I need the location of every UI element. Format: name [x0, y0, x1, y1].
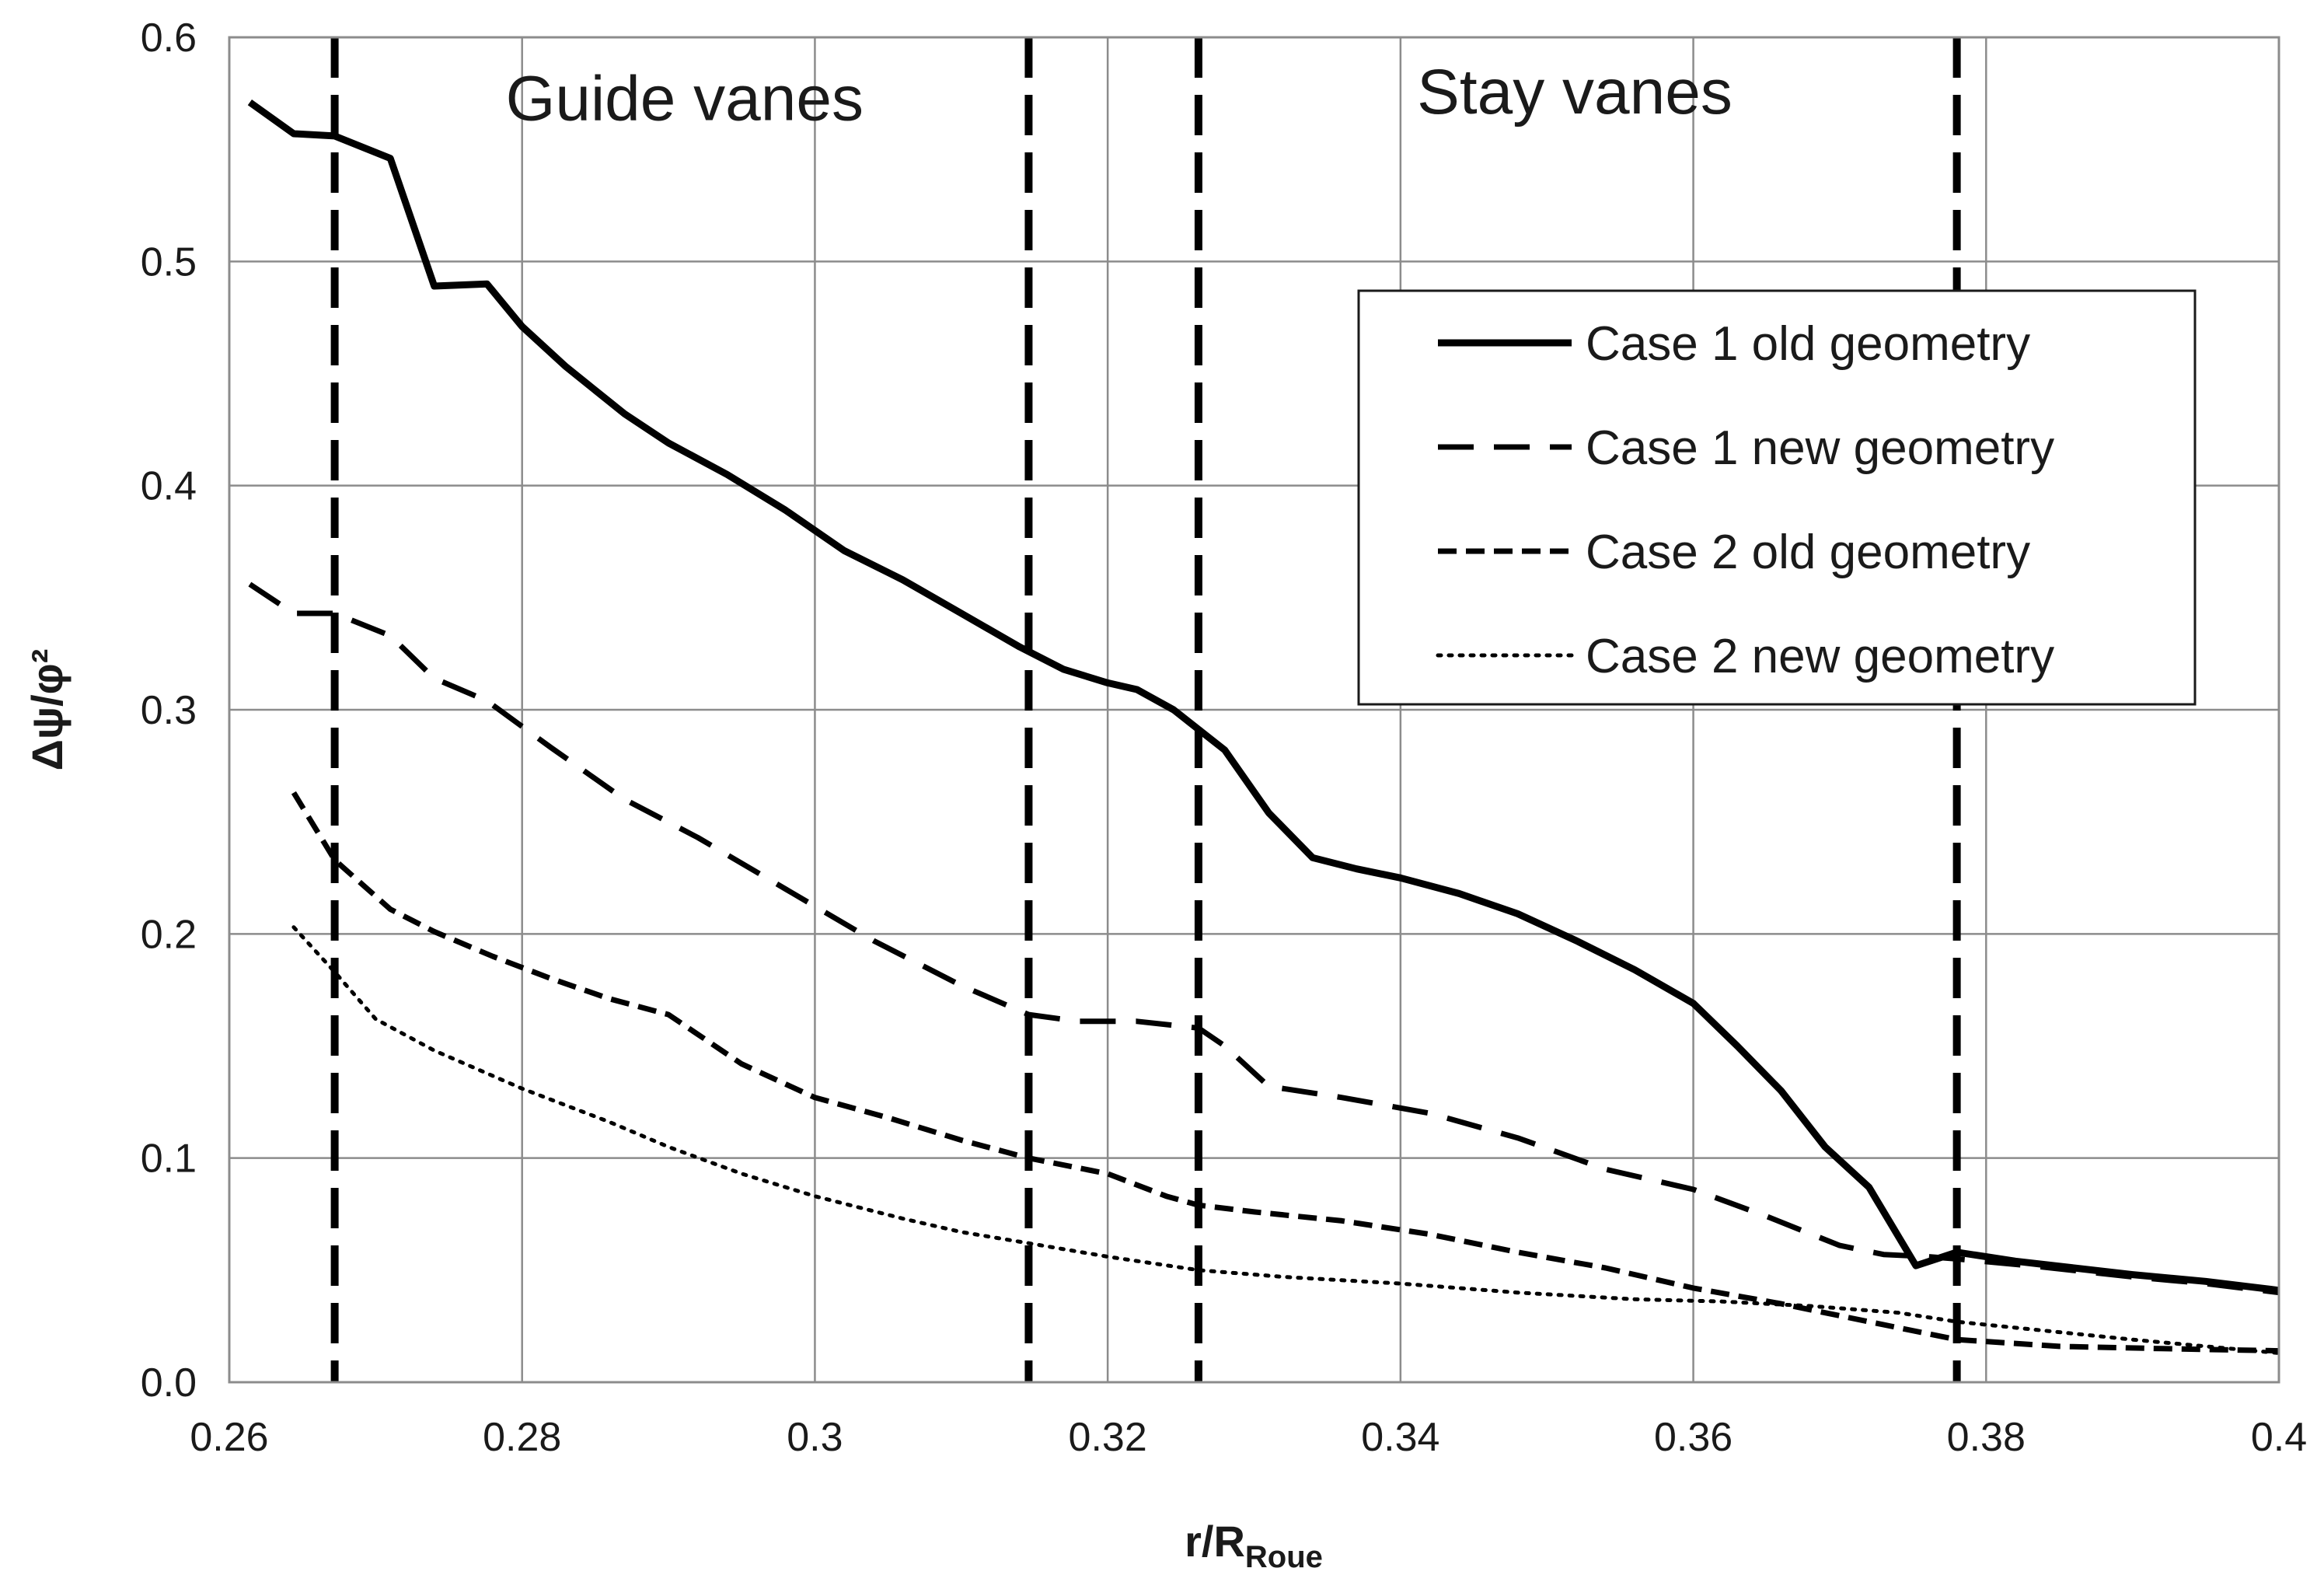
x-tick-label-2: 0.3	[787, 1415, 843, 1460]
series-line-1	[247, 99, 2280, 1294]
legend-box	[1357, 289, 2197, 706]
stay-vanes-label: Stay vanes	[1417, 57, 1733, 127]
guide-vanes-label: Guide vanes	[506, 64, 864, 134]
x-tick-label-5: 0.36	[1654, 1415, 1733, 1460]
plot-frame	[228, 36, 2280, 1384]
legend-label-3: Case 2 old geometry	[1586, 526, 2030, 579]
y-tick-label-2: 0.2	[141, 912, 197, 957]
grid	[228, 36, 2280, 1384]
x-tick-label-3: 0.32	[1069, 1415, 1147, 1460]
legend-label-1: Case 1 old geometry	[1586, 317, 2030, 371]
y-tick-label-5: 0.5	[141, 239, 197, 285]
x-tick-label-7: 0.4	[2251, 1415, 2307, 1460]
legend-label-2: Case 1 new geometry	[1586, 421, 2054, 475]
y-tick-label-4: 0.4	[141, 464, 197, 509]
series-line-3	[291, 791, 2280, 1354]
legend: Case 1 old geometry Case 1 new geometry Ca…	[1357, 289, 2197, 706]
y-tick-label-1: 0.1	[141, 1137, 197, 1182]
x-axis-title-main: r/R	[1185, 1517, 1245, 1566]
y-tick-label-0: 0.0	[141, 1360, 197, 1406]
tick-labels: 0.26 0.28 0.3 0.32 0.34 0.36 0.38 0.4 0.0 0.1 0.2 0…	[141, 16, 2307, 1460]
y-tick-label-3: 0.3	[141, 688, 197, 733]
x-axis-title: r/RRoue	[1185, 1517, 1323, 1574]
x-tick-label-1: 0.28	[483, 1415, 561, 1460]
x-tick-label-6: 0.38	[1947, 1415, 2026, 1460]
series-lines	[247, 99, 2281, 1355]
x-tick-label-0: 0.26	[190, 1415, 268, 1460]
x-tick-label-4: 0.34	[1361, 1415, 1439, 1460]
y-axis-title: Δψ/φ²	[23, 649, 72, 771]
x-axis-title-subscript: Roue	[1245, 1540, 1323, 1574]
legend-label-4: Case 2 new geometry	[1586, 630, 2054, 683]
y-tick-label-6: 0.6	[141, 16, 197, 61]
series-line-2	[248, 581, 2280, 1296]
